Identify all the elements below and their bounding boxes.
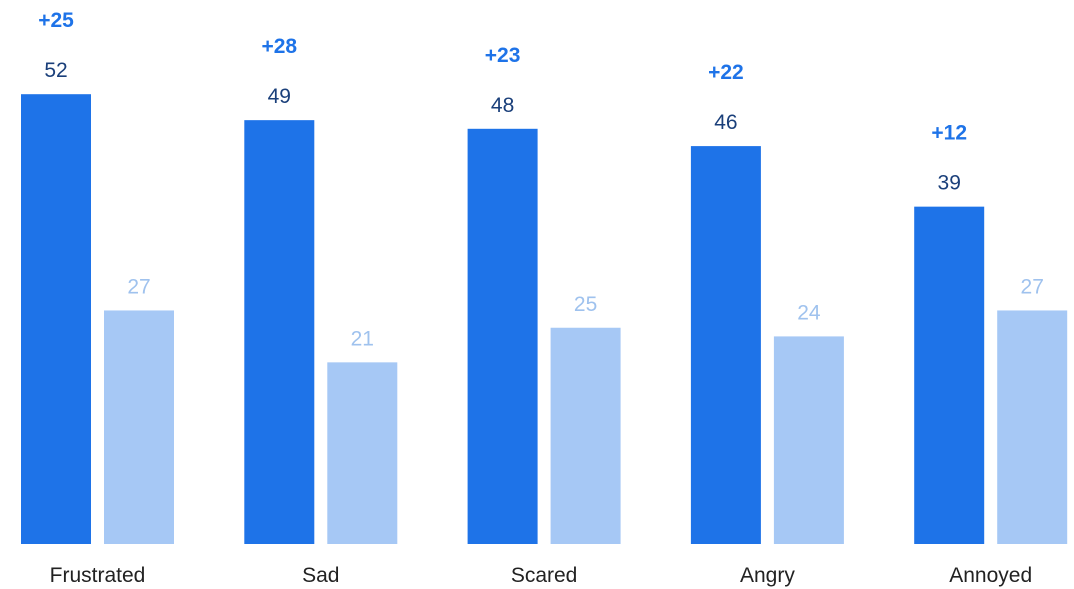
bar-secondary-angry	[773, 336, 844, 544]
bar-primary-sad	[244, 120, 315, 545]
bar-primary-annoyed	[914, 206, 985, 544]
value-label-secondary-frustrated: 27	[127, 275, 150, 298]
value-label-primary-frustrated: 52	[44, 59, 67, 82]
value-label-secondary-annoyed: 27	[1021, 275, 1044, 298]
category-label-frustrated: Frustrated	[50, 564, 146, 587]
difference-label-scared: +23	[485, 44, 521, 67]
value-label-secondary-angry: 24	[797, 301, 821, 324]
labels-layer: 52 +25 27 Frustrated 49 +28 21 Sad 48 +23 25 Scared…	[38, 9, 1044, 587]
value-label-primary-scared: 48	[491, 94, 514, 117]
value-label-primary-angry: 46	[714, 111, 737, 134]
bar-secondary-frustrated	[104, 310, 174, 544]
bar-secondary-sad	[327, 362, 398, 544]
difference-label-angry: +22	[708, 61, 744, 84]
bar-primary-angry	[690, 146, 761, 544]
category-label-scared: Scared	[511, 564, 578, 587]
bar-primary-frustrated	[21, 94, 91, 544]
bars-layer	[21, 94, 1068, 545]
value-label-primary-sad: 49	[268, 85, 291, 108]
difference-label-sad: +28	[261, 35, 297, 58]
category-label-angry: Angry	[740, 564, 795, 587]
difference-label-annoyed: +12	[931, 122, 967, 145]
bar-secondary-annoyed	[997, 310, 1068, 544]
difference-label-frustrated: +25	[38, 9, 74, 32]
category-label-annoyed: Annoyed	[949, 564, 1032, 587]
bar-secondary-scared	[550, 327, 621, 544]
value-label-primary-annoyed: 39	[938, 172, 961, 195]
bar-primary-scared	[467, 128, 538, 545]
category-label-sad: Sad	[302, 564, 339, 587]
value-label-secondary-sad: 21	[351, 327, 374, 350]
value-label-secondary-scared: 25	[574, 293, 597, 316]
